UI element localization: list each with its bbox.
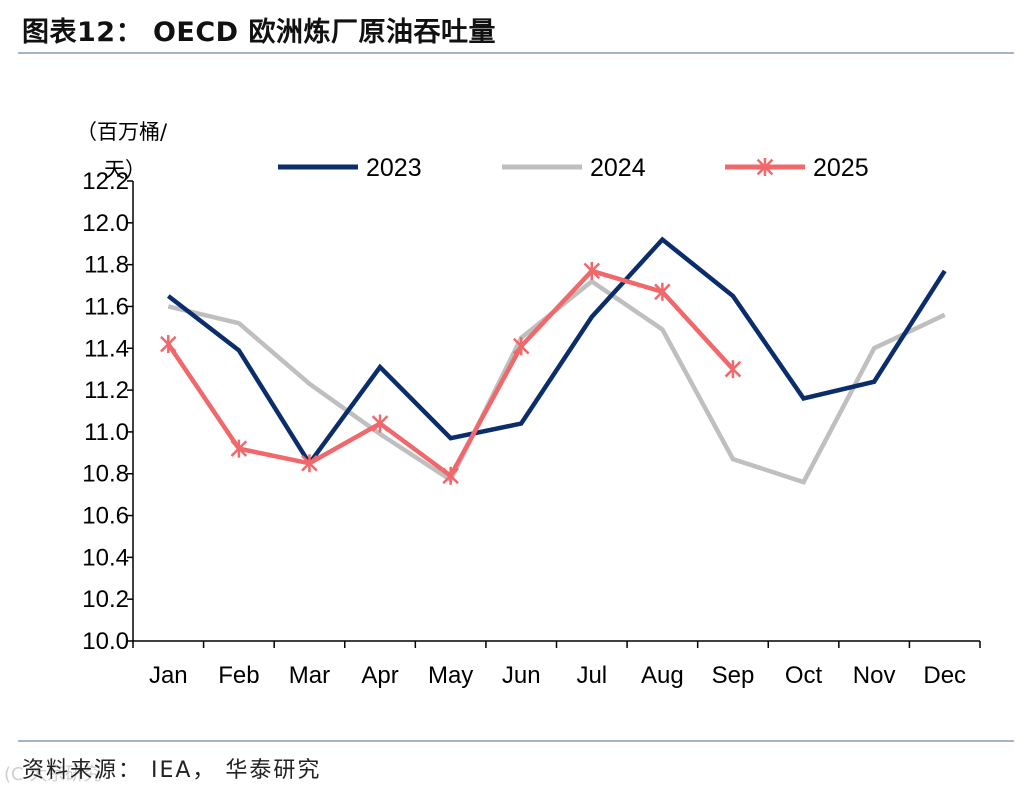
data-point-2025	[442, 466, 459, 485]
watermark: (C 大宗研究	[4, 764, 102, 785]
legend: 2023 2024 2025	[278, 154, 869, 182]
y-tick-label: 10.6	[82, 503, 129, 530]
data-point-2025	[371, 414, 389, 433]
x-tick-label: Mar	[289, 662, 330, 689]
y-tick-label: 10.8	[82, 461, 129, 488]
unit-label-line1: （百万桶/	[76, 120, 168, 144]
data-point-2025	[160, 335, 177, 354]
y-tick-label: 10.0	[82, 628, 129, 655]
x-tick-label: Feb	[218, 662, 259, 689]
data-point-2025	[654, 282, 671, 301]
x-tick-label: Apr	[361, 662, 398, 689]
x-tick-label: Aug	[641, 662, 684, 689]
y-tick-label: 10.2	[82, 586, 129, 613]
page-title: 图表12： OECD 欧洲炼厂原油吞吐量	[22, 17, 496, 48]
data-point-2025	[583, 261, 601, 280]
x-tick-label: Nov	[853, 662, 896, 689]
y-axis: 10.0 10.2 10.4 10.6 10.8 11.0 11.2 11.4 11.6 11.8…	[82, 168, 134, 655]
series-line-2023	[166, 236, 947, 468]
y-tick-label: 11.4	[84, 335, 129, 362]
y-tick-label: 12.2	[82, 168, 129, 195]
legend-label: 2024	[590, 154, 646, 182]
footer-divider	[18, 740, 1014, 742]
x-tick-label: Dec	[923, 662, 966, 689]
y-tick-label: 11.8	[84, 252, 129, 279]
source-note: 资料来源： IEA， 华泰研究	[22, 758, 322, 783]
unit-label-line2: 天）	[104, 158, 146, 182]
legend-label: 2023	[366, 154, 422, 182]
x-tick-label: Jul	[576, 662, 607, 689]
legend-item-2024: 2024	[502, 154, 646, 182]
data-point-2025	[512, 337, 530, 356]
legend-marker	[756, 158, 774, 176]
x-tick-label: May	[428, 662, 473, 689]
legend-item-2023: 2023	[278, 154, 422, 182]
y-tick-label: 12.0	[82, 210, 129, 237]
series-layer	[160, 236, 947, 485]
y-tick-label: 11.2	[84, 377, 129, 404]
x-tick-label: Jun	[502, 662, 541, 689]
y-tick-label: 11.0	[84, 419, 129, 446]
x-axis: Jan Feb Mar Apr May Jun Jul Aug Sep Oct Nov Dec	[132, 640, 981, 689]
y-tick-label: 10.4	[82, 544, 129, 571]
header-divider	[18, 52, 1014, 54]
line-chart: （百万桶/ 天） 10.0 10.2 10.4 10.6 10.8 11.0 11.2 11.…	[76, 120, 981, 689]
x-tick-label: Oct	[785, 662, 823, 689]
data-point-2025	[724, 360, 742, 379]
legend-label: 2025	[813, 154, 869, 182]
y-tick-label: 11.6	[84, 293, 129, 320]
x-tick-label: Sep	[712, 662, 755, 689]
legend-item-2025: 2025	[725, 154, 869, 182]
x-tick-label: Jan	[149, 662, 188, 689]
data-point-2025	[301, 454, 318, 473]
data-point-2025	[230, 439, 248, 458]
